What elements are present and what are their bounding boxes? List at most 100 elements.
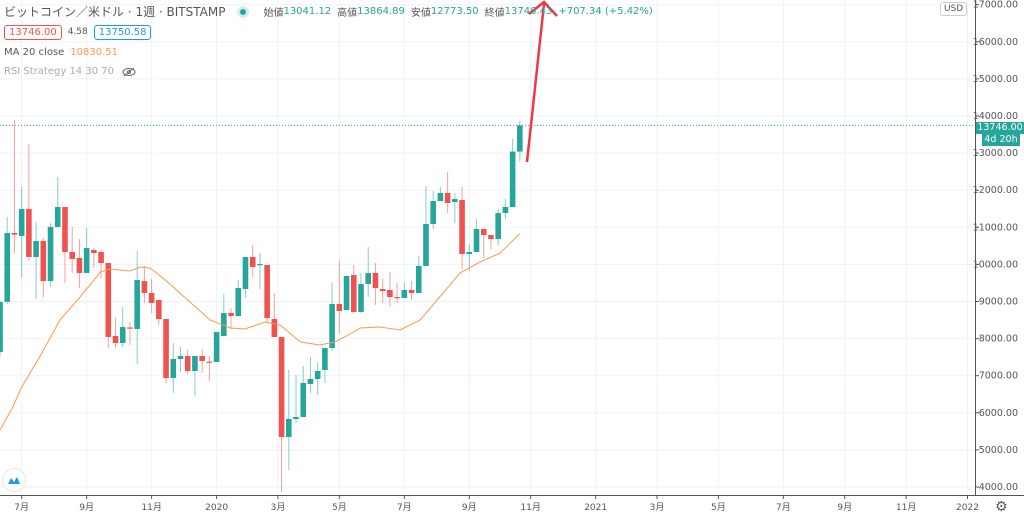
candle-body	[156, 300, 162, 320]
time-tick-label: 2021	[584, 503, 607, 513]
candle	[228, 307, 234, 329]
candle-body	[387, 289, 393, 298]
candle	[271, 293, 278, 338]
candle-body	[300, 383, 307, 417]
arrow-annotation[interactable]	[525, 0, 558, 163]
close-value: 13746.43	[504, 6, 553, 17]
candle-body	[257, 264, 263, 266]
high-label: 高値	[337, 8, 358, 19]
candle-body	[365, 273, 372, 285]
candle	[430, 191, 436, 230]
candle	[206, 355, 213, 382]
candle-body	[235, 288, 242, 317]
candle-body	[11, 233, 18, 235]
candle-body	[394, 297, 400, 299]
candle	[199, 348, 205, 373]
candle-body	[163, 319, 169, 379]
candle	[26, 144, 32, 261]
candle-body	[452, 198, 458, 202]
price-tick-label: 9000.00	[979, 297, 1018, 308]
price-tick-label: 15000.00	[973, 74, 1018, 85]
candle	[221, 294, 227, 337]
candle	[437, 187, 444, 201]
ma20-line	[0, 233, 521, 431]
tradingview-logo-icon[interactable]	[2, 468, 26, 492]
candle-body	[112, 336, 119, 344]
time-tick-label: 11月	[141, 502, 161, 513]
candle-body	[199, 355, 205, 362]
candle-body	[459, 199, 465, 255]
price-tick-label: 6000.00	[979, 408, 1018, 419]
eye-slash-icon[interactable]	[122, 67, 136, 77]
candle	[350, 264, 357, 314]
price-tick-label: 7000.00	[979, 371, 1018, 382]
rsi-indicator-label[interactable]: RSI Strategy 14 30 70	[4, 66, 114, 77]
candle	[69, 227, 75, 274]
candle-body	[466, 252, 473, 255]
change-value: +707.34 (+5.42%)	[558, 6, 653, 17]
price-axis-ticks: 4000.00 5000.00 6000.00 7000.00 8000.00 9000.…	[973, 0, 1018, 493]
candle	[105, 263, 112, 348]
close-label: 終値	[484, 8, 505, 19]
candle-body	[18, 209, 25, 236]
candle	[33, 221, 39, 300]
time-tick-label: 9月	[462, 502, 477, 513]
ma-indicator-label[interactable]: MA 20 close	[4, 47, 65, 58]
candle	[163, 319, 169, 384]
candle-body	[148, 293, 155, 303]
candle-body	[444, 192, 451, 203]
price-axis[interactable]	[975, 0, 1024, 495]
candle-body	[278, 337, 285, 437]
candle-body	[0, 301, 3, 352]
candle	[177, 346, 184, 372]
candle-body	[98, 252, 104, 264]
candle-body	[33, 241, 39, 257]
candle	[0, 301, 3, 358]
candle	[184, 349, 191, 374]
candle-body	[26, 209, 32, 257]
candle-body	[423, 223, 429, 266]
candle	[444, 171, 451, 214]
candle	[11, 120, 18, 254]
last-price-label: 13746.00	[976, 122, 1024, 134]
candle-body	[141, 281, 148, 294]
candle	[322, 347, 328, 384]
low-label: 安値	[410, 8, 431, 19]
candle-body	[264, 264, 270, 319]
grid-lines	[0, 0, 975, 495]
candle-body	[329, 303, 335, 348]
candle-body	[221, 313, 227, 337]
candle	[170, 343, 177, 393]
candles	[0, 120, 523, 493]
candle	[83, 228, 90, 274]
low-value: 12773.50	[430, 6, 479, 17]
candle	[387, 272, 393, 307]
gear-icon[interactable]: ⚙	[995, 499, 1008, 515]
candle-body	[350, 275, 357, 312]
candle	[358, 273, 364, 314]
time-axis[interactable]	[0, 495, 1024, 517]
candle-body	[69, 252, 75, 259]
candle	[480, 228, 487, 258]
candle	[54, 176, 61, 228]
candle	[264, 264, 270, 323]
symbol-title[interactable]: ビットコイン／米ドル · 1週 · BITSTAMP	[4, 5, 226, 19]
candle-body	[192, 355, 198, 371]
candle-body	[170, 359, 177, 379]
candle-body	[379, 288, 386, 292]
candle-body	[54, 207, 61, 228]
candle	[235, 280, 242, 318]
currency-label[interactable]: USD	[940, 2, 968, 16]
candle-body	[206, 361, 213, 363]
candle-body	[177, 355, 184, 360]
sell-price-button[interactable]: 13746.00	[4, 24, 62, 40]
candle-body	[119, 327, 126, 344]
candle-body	[314, 370, 321, 380]
buy-price-button[interactable]: 13750.58	[93, 24, 152, 40]
time-axis-ticks: 7月 9月 11月 2020 3月 5月 7月 9月 11月 2021 3月 5月 7月 9月 11月 202…	[14, 495, 979, 513]
candle-body	[336, 303, 343, 311]
candle-body	[105, 263, 112, 338]
candle-body	[271, 319, 278, 338]
candle	[488, 234, 494, 250]
